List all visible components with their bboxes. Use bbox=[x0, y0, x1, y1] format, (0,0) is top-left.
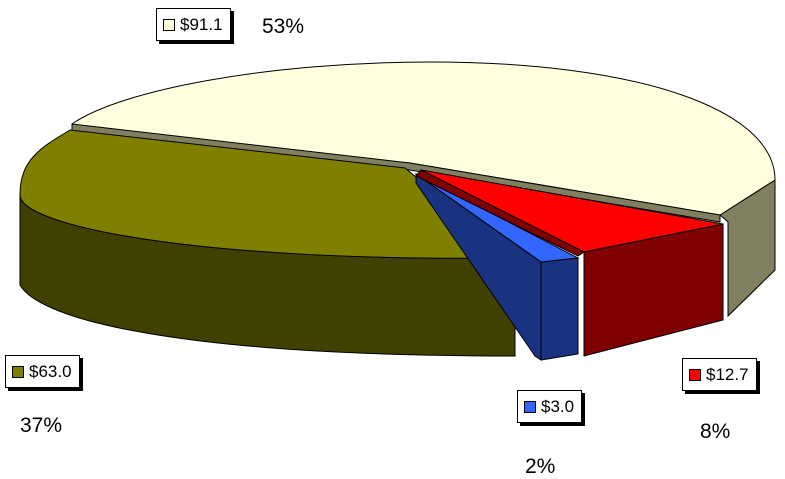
slice-63-label: $63.0 bbox=[5, 355, 80, 388]
slice-12-percent: 8% bbox=[700, 420, 731, 443]
slice-3-percent: 2% bbox=[525, 455, 556, 478]
slice-63-percent: 37% bbox=[20, 414, 63, 437]
slice-3-side bbox=[540, 257, 579, 361]
slice-12-inner-edge bbox=[415, 169, 585, 257]
slice-91-percent: 53% bbox=[262, 15, 305, 38]
slice-3-value: $3.0 bbox=[541, 397, 575, 416]
slice-12-value: $12.7 bbox=[706, 365, 749, 384]
slice-3-label: $3.0 bbox=[517, 390, 583, 423]
slice-63-value: $63.0 bbox=[29, 362, 72, 381]
slice-63-swatch bbox=[12, 366, 24, 378]
slice-91-top bbox=[71, 61, 776, 216]
slice-12-label: $12.7 bbox=[682, 358, 757, 391]
slice-63-top bbox=[19, 129, 517, 259]
slice-3-inner-edge bbox=[415, 173, 542, 361]
slice-91-label: $91.1 bbox=[156, 8, 231, 41]
slice-91-value: $91.1 bbox=[180, 15, 223, 34]
slice-12-swatch bbox=[689, 369, 701, 381]
slice-3-swatch bbox=[524, 401, 536, 413]
slice-91-swatch bbox=[163, 19, 175, 31]
